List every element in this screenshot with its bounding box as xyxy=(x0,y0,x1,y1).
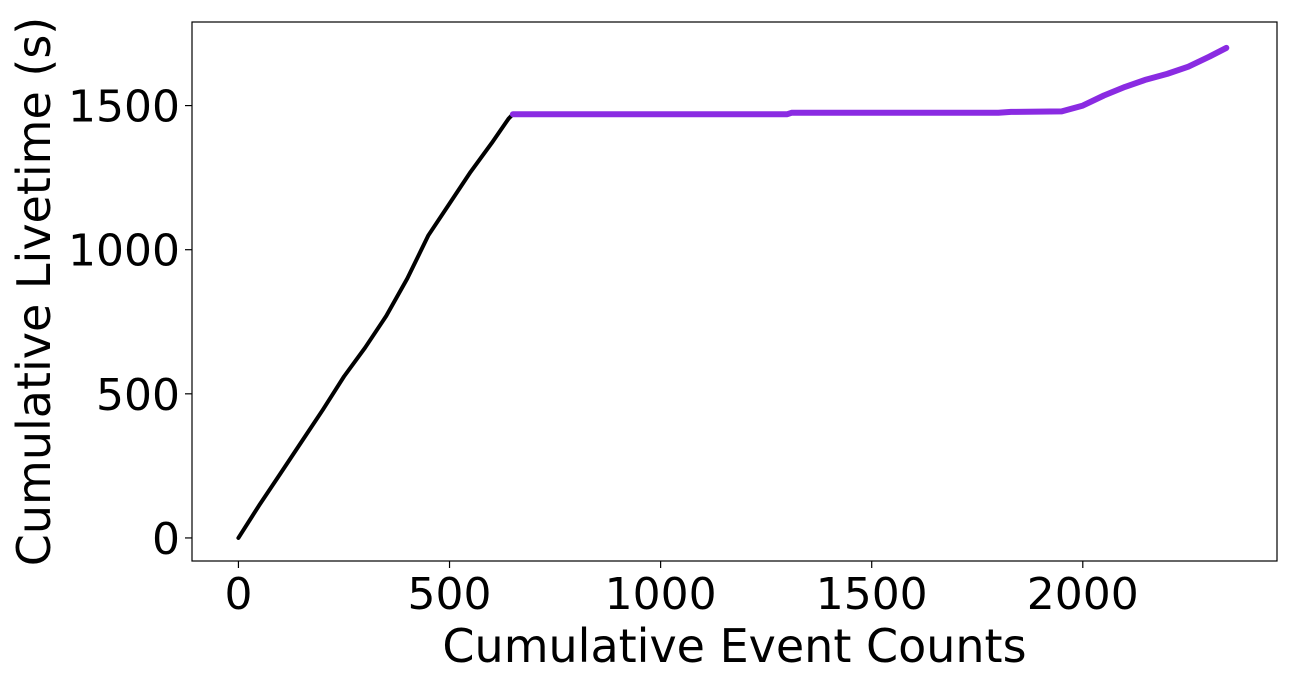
series-line-2 xyxy=(509,44,1230,118)
y-tick-label: 1000 xyxy=(68,226,180,277)
y-tick-label: 500 xyxy=(96,370,180,421)
x-axis-label: Cumulative Event Counts xyxy=(442,619,1026,673)
x-axis: 0 500 1000 1500 2000 xyxy=(224,561,1139,620)
x-tick-label: 1000 xyxy=(605,569,717,620)
y-axis: 0 500 1000 1500 xyxy=(68,82,192,565)
y-tick-label: 1500 xyxy=(68,82,180,133)
x-tick-label: 2000 xyxy=(1027,569,1139,620)
y-axis-label: Cumulative Livetime (s) xyxy=(7,17,61,567)
plot-lines xyxy=(236,44,1230,540)
series-line-1 xyxy=(236,112,515,540)
x-tick-label: 500 xyxy=(408,569,492,620)
y-tick-label: 0 xyxy=(152,514,180,565)
x-tick-label: 0 xyxy=(224,569,252,620)
x-tick-label: 1500 xyxy=(816,569,928,620)
plot-frame xyxy=(191,21,1278,562)
